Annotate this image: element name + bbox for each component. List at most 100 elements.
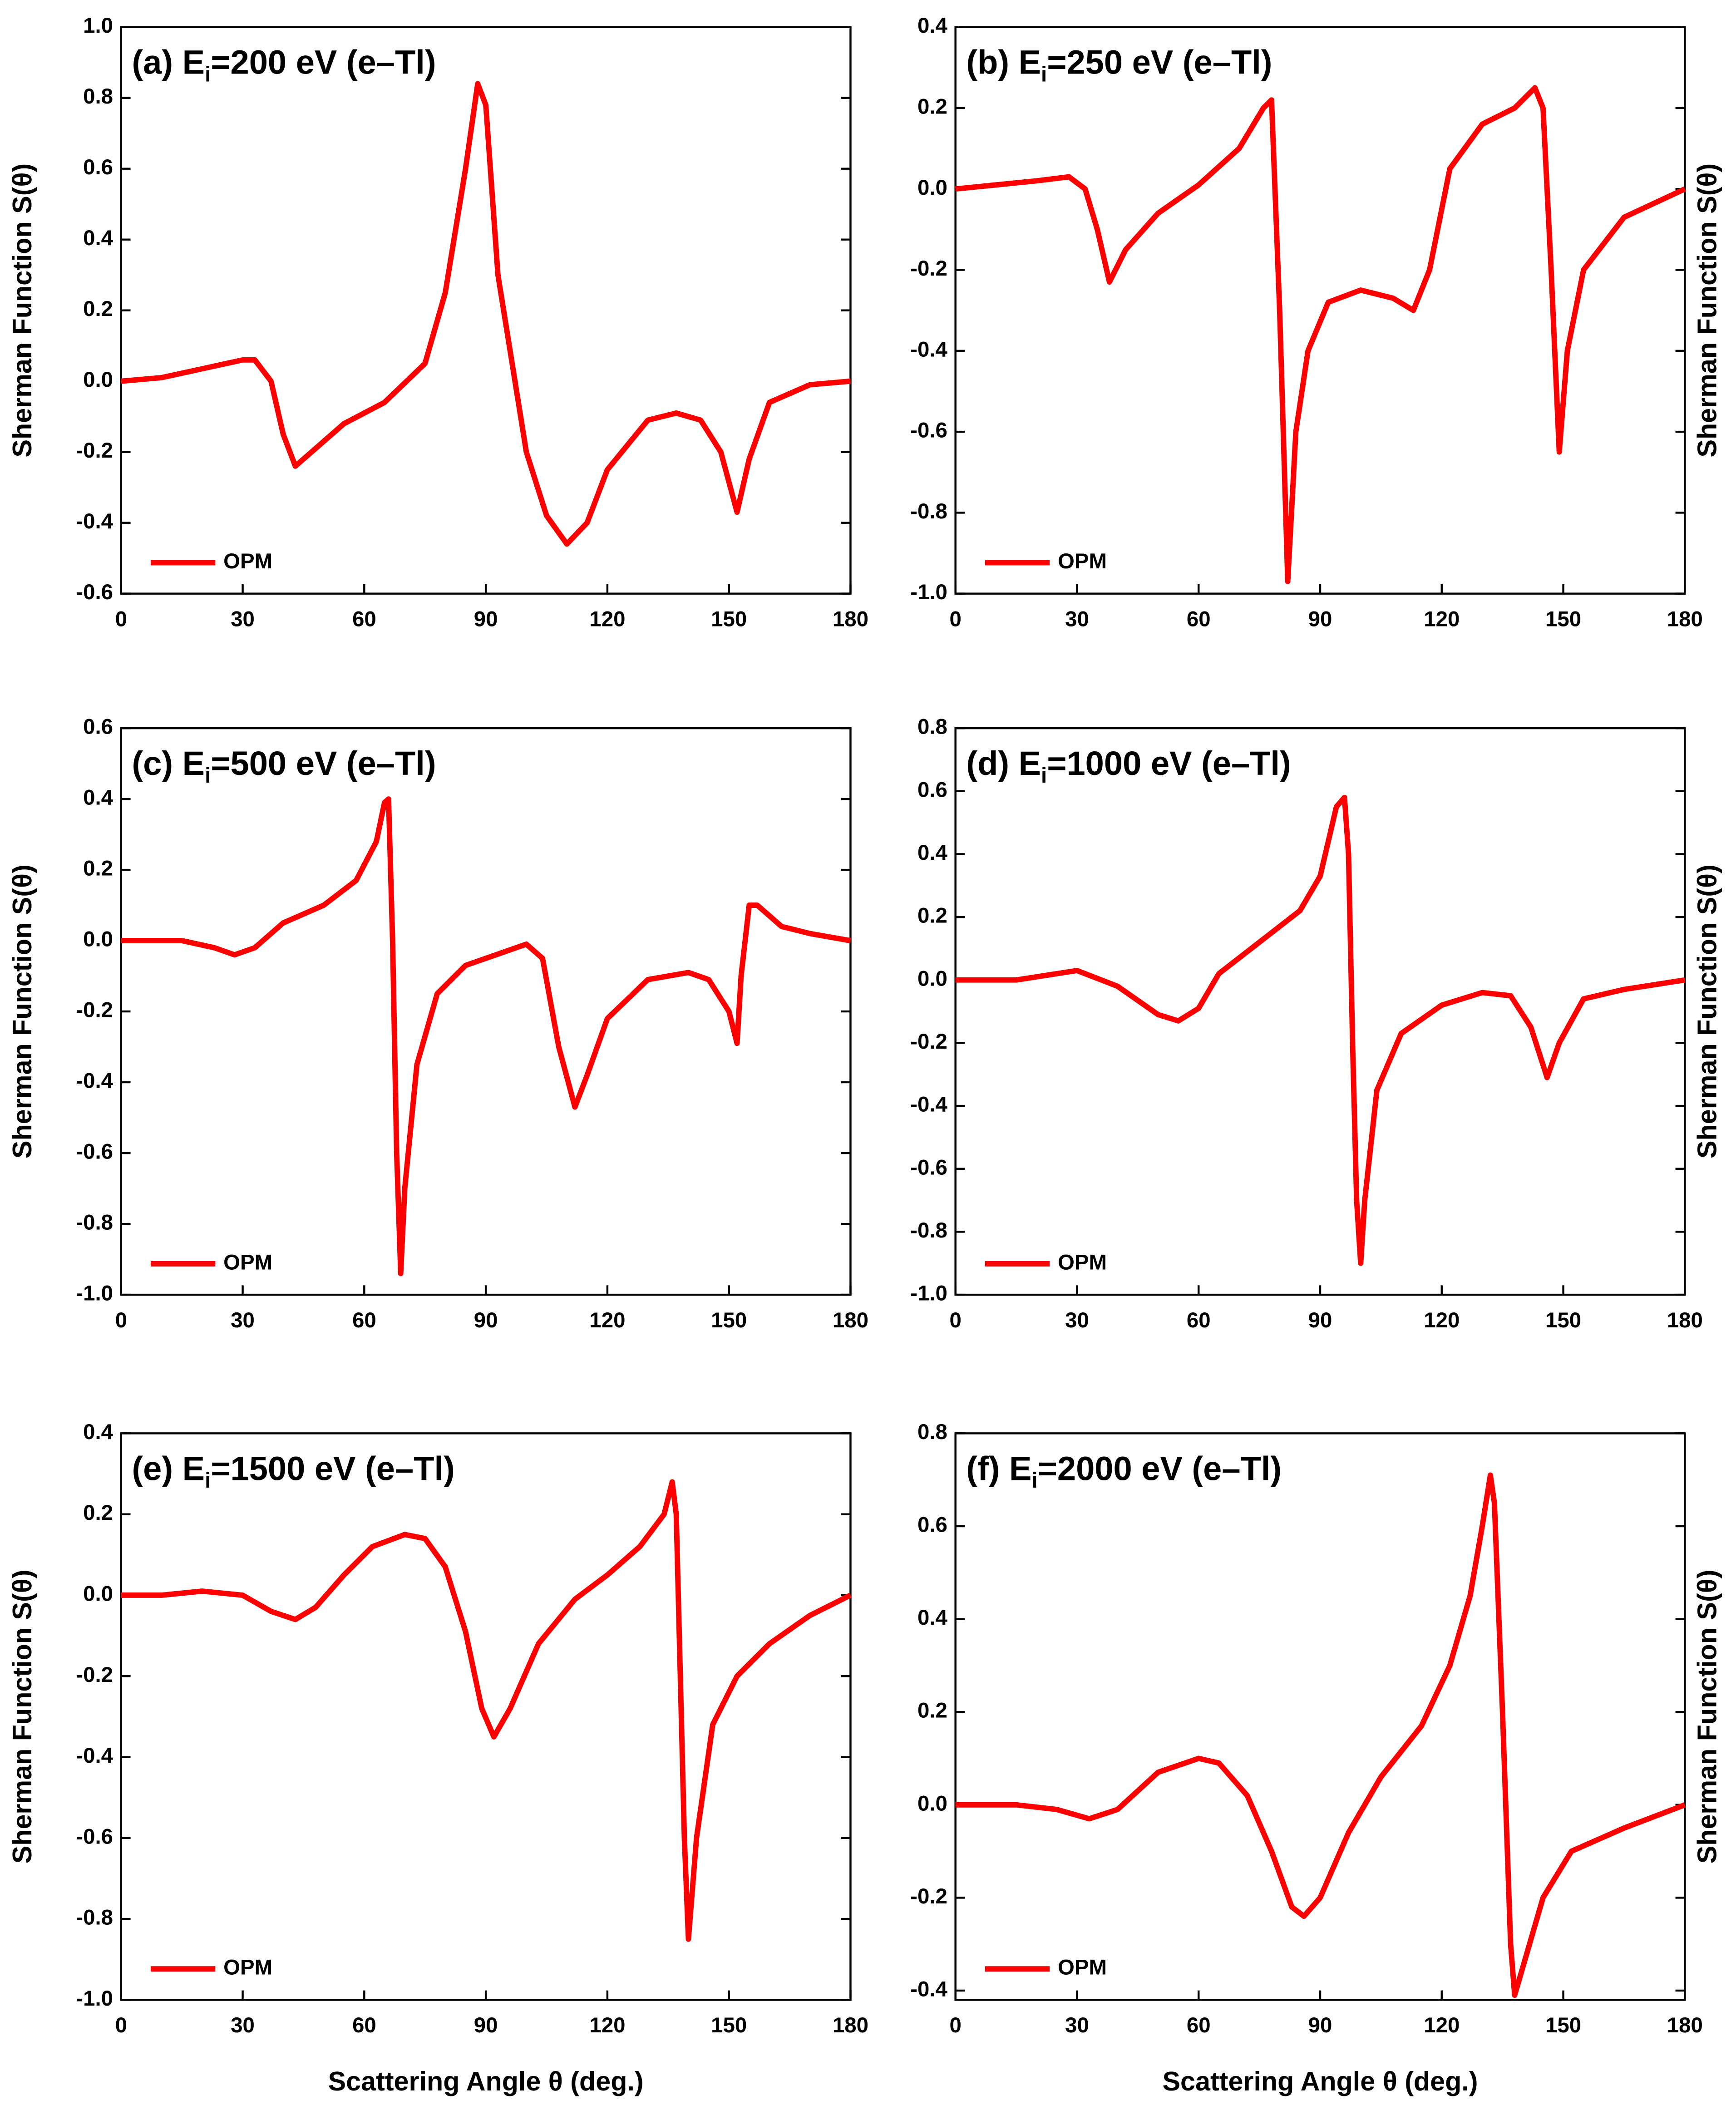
y-tick-label: -0.2: [910, 1884, 947, 1908]
y-tick-label: -0.6: [910, 1155, 947, 1179]
x-tick-label: 150: [1545, 1308, 1581, 1332]
title-part: =200 eV (e–Tl): [211, 43, 436, 81]
x-tick-label: 0: [115, 1308, 127, 1332]
series-line: [955, 794, 1686, 1266]
series-line: [121, 1479, 852, 1942]
y-tick-label: -1.0: [76, 1987, 113, 2011]
x-tick-label: 60: [352, 2013, 376, 2037]
x-tick-label: 120: [589, 2013, 625, 2037]
legend-label: OPM: [223, 1956, 272, 1980]
x-tick-label: 90: [1308, 1308, 1332, 1332]
y-tick-label: 0.6: [917, 1513, 947, 1537]
x-tick-label: 30: [231, 2013, 255, 2037]
legend-label: OPM: [1058, 549, 1107, 573]
panel-title: (e) Ei=1500 eV (e–Tl): [132, 1449, 455, 1493]
title-part: =250 eV (e–Tl): [1047, 43, 1272, 81]
y-axis-label: Sherman Function S(θ): [7, 1570, 37, 1864]
x-tick-label: 120: [1424, 2013, 1460, 2037]
x-tick-label: 30: [1065, 1308, 1089, 1332]
x-tick-label: 150: [1545, 607, 1581, 631]
x-axis-label: Scattering Angle θ (deg.): [328, 2066, 644, 2096]
y-tick-label: 0.4: [83, 1420, 113, 1444]
panel-title: (d) Ei=1000 eV (e–Tl): [966, 744, 1291, 788]
legend-label: OPM: [1058, 1956, 1107, 1980]
series-line: [955, 1472, 1686, 1998]
x-tick-label: 150: [711, 2013, 747, 2037]
plot-frame: [954, 1432, 1686, 2001]
x-tick-label: 120: [589, 1308, 625, 1332]
x-tick-label: 0: [949, 2013, 961, 2037]
x-tick-label: 90: [1308, 2013, 1332, 2037]
y-tick-label: 0.2: [917, 904, 947, 928]
title-part: =2000 eV (e–Tl): [1038, 1449, 1282, 1487]
legend-label: OPM: [223, 549, 272, 573]
y-axis-label: Sherman Function S(θ): [7, 864, 37, 1158]
x-tick-label: 0: [115, 2013, 127, 2037]
title-part: (f) E: [966, 1449, 1031, 1487]
y-tick-label: 0.4: [917, 841, 948, 865]
panel-title: (a) Ei=200 eV (e–Tl): [132, 43, 436, 86]
title-part: (d) E: [966, 744, 1041, 782]
series-line: [121, 81, 851, 547]
title-subscript: i: [205, 62, 211, 86]
y-tick-label: -0.8: [76, 1906, 113, 1930]
x-tick-label: 0: [115, 607, 127, 631]
y-tick-label: 0.4: [83, 226, 113, 250]
y-tick-label: 0.0: [917, 1791, 947, 1815]
y-axis-label: Sherman Function S(θ): [1692, 864, 1722, 1158]
y-tick-label: 0.0: [917, 176, 947, 200]
x-tick-label: 90: [474, 607, 498, 631]
x-tick-label: 60: [352, 607, 376, 631]
title-part: (e) E: [132, 1449, 205, 1487]
x-tick-label: 90: [1308, 607, 1332, 631]
y-tick-label: -0.4: [76, 1744, 113, 1768]
y-tick-label: 0.2: [917, 94, 947, 118]
title-subscript: i: [1031, 1469, 1037, 1493]
title-part: (c) E: [132, 744, 205, 782]
y-tick-label: -0.6: [910, 419, 947, 443]
y-tick-label: 0.2: [83, 297, 113, 321]
y-tick-label: -0.6: [76, 580, 113, 604]
x-tick-label: 180: [833, 2013, 868, 2037]
x-tick-label: 180: [833, 607, 868, 631]
x-tick-label: 180: [833, 1308, 868, 1332]
x-tick-label: 180: [1667, 1308, 1703, 1332]
x-tick-label: 150: [1545, 2013, 1581, 2037]
y-tick-label: -0.2: [910, 1030, 947, 1054]
y-tick-label: -0.4: [76, 1069, 113, 1093]
y-tick-label: -0.4: [910, 1977, 947, 2001]
y-axis-label: Sherman Function S(θ): [1692, 1570, 1722, 1864]
y-tick-label: 0.4: [917, 1606, 948, 1630]
x-tick-label: 60: [1187, 2013, 1211, 2037]
x-tick-label: 120: [1424, 1308, 1460, 1332]
x-tick-label: 120: [589, 607, 625, 631]
title-part: (a) E: [132, 43, 205, 81]
x-tick-label: 0: [949, 1308, 961, 1332]
y-tick-label: 0.2: [83, 1501, 113, 1525]
y-tick-label: -0.4: [910, 337, 947, 361]
x-tick-label: 0: [949, 607, 961, 631]
title-subscript: i: [1041, 62, 1047, 86]
series-line: [955, 85, 1686, 584]
y-tick-label: -0.2: [76, 439, 113, 463]
y-tick-label: -0.2: [910, 256, 947, 281]
x-tick-label: 180: [1667, 607, 1703, 631]
title-part: =1000 eV (e–Tl): [1047, 744, 1291, 782]
y-tick-label: 0.4: [83, 786, 113, 810]
x-tick-label: 60: [1187, 1308, 1211, 1332]
y-tick-label: 0.0: [917, 966, 947, 991]
y-tick-label: 0.8: [917, 1420, 947, 1444]
title-part: =500 eV (e–Tl): [211, 744, 436, 782]
y-tick-label: -0.2: [76, 1663, 113, 1687]
y-tick-label: -1.0: [76, 1282, 113, 1306]
x-tick-label: 30: [231, 1308, 255, 1332]
x-tick-label: 60: [352, 1308, 376, 1332]
y-axis-label: Sherman Function S(θ): [7, 163, 37, 458]
y-tick-label: -0.8: [910, 499, 947, 523]
y-tick-label: 1.0: [83, 14, 113, 38]
x-axis-label: Scattering Angle θ (deg.): [1163, 2066, 1478, 2096]
panel: -1.0 -0.8 -0.6 -0.4 -0.2 0.0 0.2 0.4 0.6 0.8 0 30 60…: [910, 715, 1722, 1332]
y-tick-label: -1.0: [910, 1282, 947, 1306]
panel: -1.0 -0.8 -0.6 -0.4 -0.2 0.0 0.2 0.4 0 30 60 90 120 1…: [910, 14, 1722, 631]
